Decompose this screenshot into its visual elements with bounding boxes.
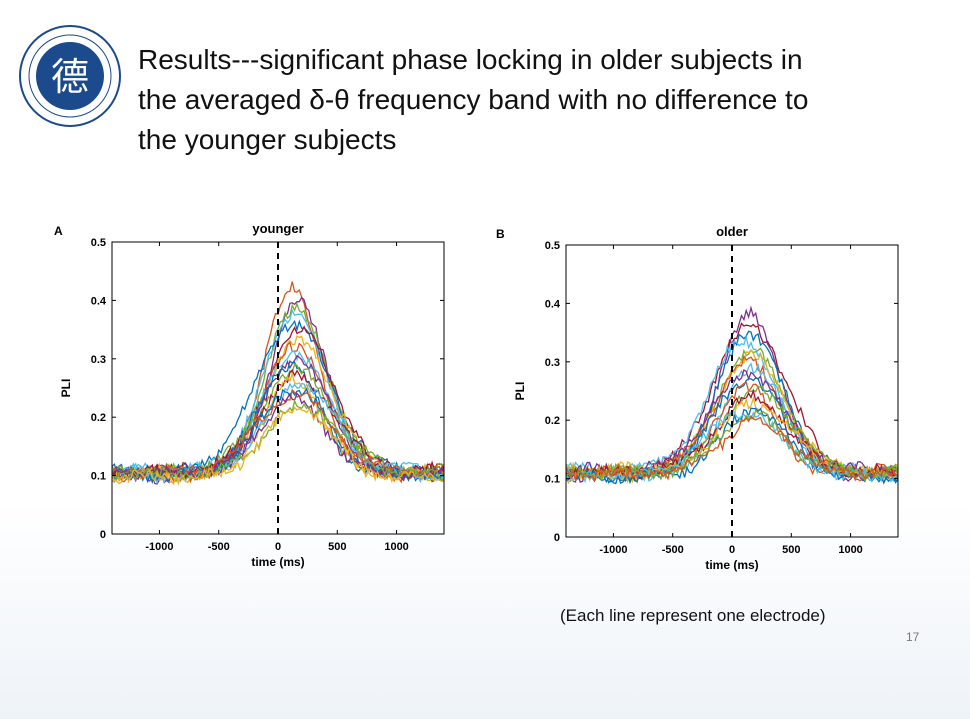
y-tick-label: 0.3 [545, 357, 560, 369]
x-tick-label: 1000 [384, 541, 408, 553]
panel-letter: B [496, 227, 505, 241]
title-line-3: the younger subjects [138, 124, 397, 155]
x-tick-label: 500 [328, 541, 346, 553]
y-tick-label: 0.1 [91, 471, 106, 483]
title-line-1: Results---significant phase locking in o… [138, 44, 803, 75]
y-tick-label: 0.5 [545, 240, 560, 252]
y-tick-label: 0.1 [545, 474, 560, 486]
title-line-2: the averaged δ-θ frequency band with no … [138, 84, 809, 115]
x-tick-label: 0 [275, 541, 281, 553]
y-tick-label: 0 [554, 532, 560, 544]
panel-letter: A [54, 224, 63, 238]
university-logo: 德 [18, 24, 122, 128]
x-tick-label: -1000 [599, 544, 627, 556]
x-axis-label: time (ms) [251, 555, 304, 569]
series-line-8 [566, 362, 898, 484]
logo-glyph: 德 [51, 55, 89, 99]
series-line-20 [112, 406, 444, 486]
y-axis-label: PLI [59, 379, 73, 398]
y-tick-label: 0 [100, 529, 106, 541]
y-tick-label: 0.4 [545, 298, 561, 310]
x-axis-label: time (ms) [705, 558, 758, 572]
panel-title: younger [252, 221, 303, 236]
y-tick-label: 0.2 [545, 415, 560, 427]
y-axis-label: PLI [513, 382, 527, 401]
slide-title: Results---significant phase locking in o… [138, 40, 938, 160]
panel-title: older [716, 224, 748, 239]
page-number: 17 [906, 630, 920, 644]
x-tick-label: 500 [782, 544, 800, 556]
y-tick-label: 0.5 [91, 237, 106, 249]
figure-caption: (Each line represent one electrode) [560, 606, 826, 625]
series-line-18 [566, 414, 898, 483]
x-tick-label: -1000 [145, 541, 173, 553]
y-tick-label: 0.3 [91, 354, 106, 366]
x-tick-label: 1000 [838, 544, 862, 556]
x-tick-label: 0 [729, 544, 735, 556]
x-tick-label: -500 [208, 541, 230, 553]
x-tick-label: -500 [662, 544, 684, 556]
y-tick-label: 0.4 [91, 295, 107, 307]
y-tick-label: 0.2 [91, 412, 106, 424]
